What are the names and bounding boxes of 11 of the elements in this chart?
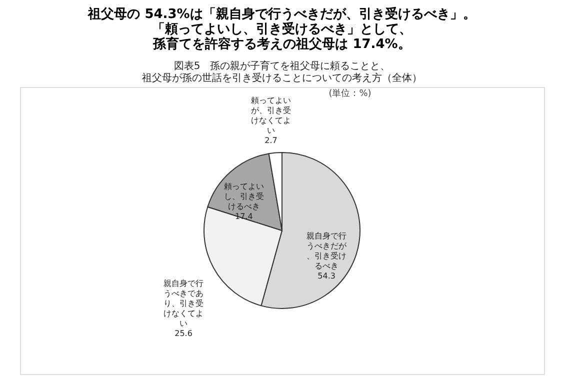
data-label: 2.7 bbox=[264, 136, 278, 145]
slice-label: 親自身で行うべきであり、引き受けなくてよい bbox=[164, 278, 204, 328]
data-label: 54.3 bbox=[318, 272, 336, 281]
chart-subtitle: 図表5 孫の親が子育てを祖父母に頼ることと、祖父母が孫の世話を引き受けることについての考え方（全体） bbox=[142, 60, 422, 84]
slice-label: 頼ってよいし、引き受けるべき bbox=[224, 182, 264, 211]
data-label: 25.6 bbox=[174, 328, 192, 338]
slice-label: 頼ってよいが、引き受けなくてよい bbox=[250, 96, 291, 135]
slice-label: 親自身で行うべきだが、引き受けるべき bbox=[306, 232, 348, 271]
text: (単位：%) bbox=[328, 88, 372, 99]
chart-title: 祖父母の 54.3%は「親自身で行うべきだが、引き受けるべき」。「頼ってよいし、引き受けるべき」として、孫育てを許容する考えの祖父母は 17.4%。 bbox=[87, 6, 476, 52]
data-label: 17.4 bbox=[235, 212, 253, 221]
